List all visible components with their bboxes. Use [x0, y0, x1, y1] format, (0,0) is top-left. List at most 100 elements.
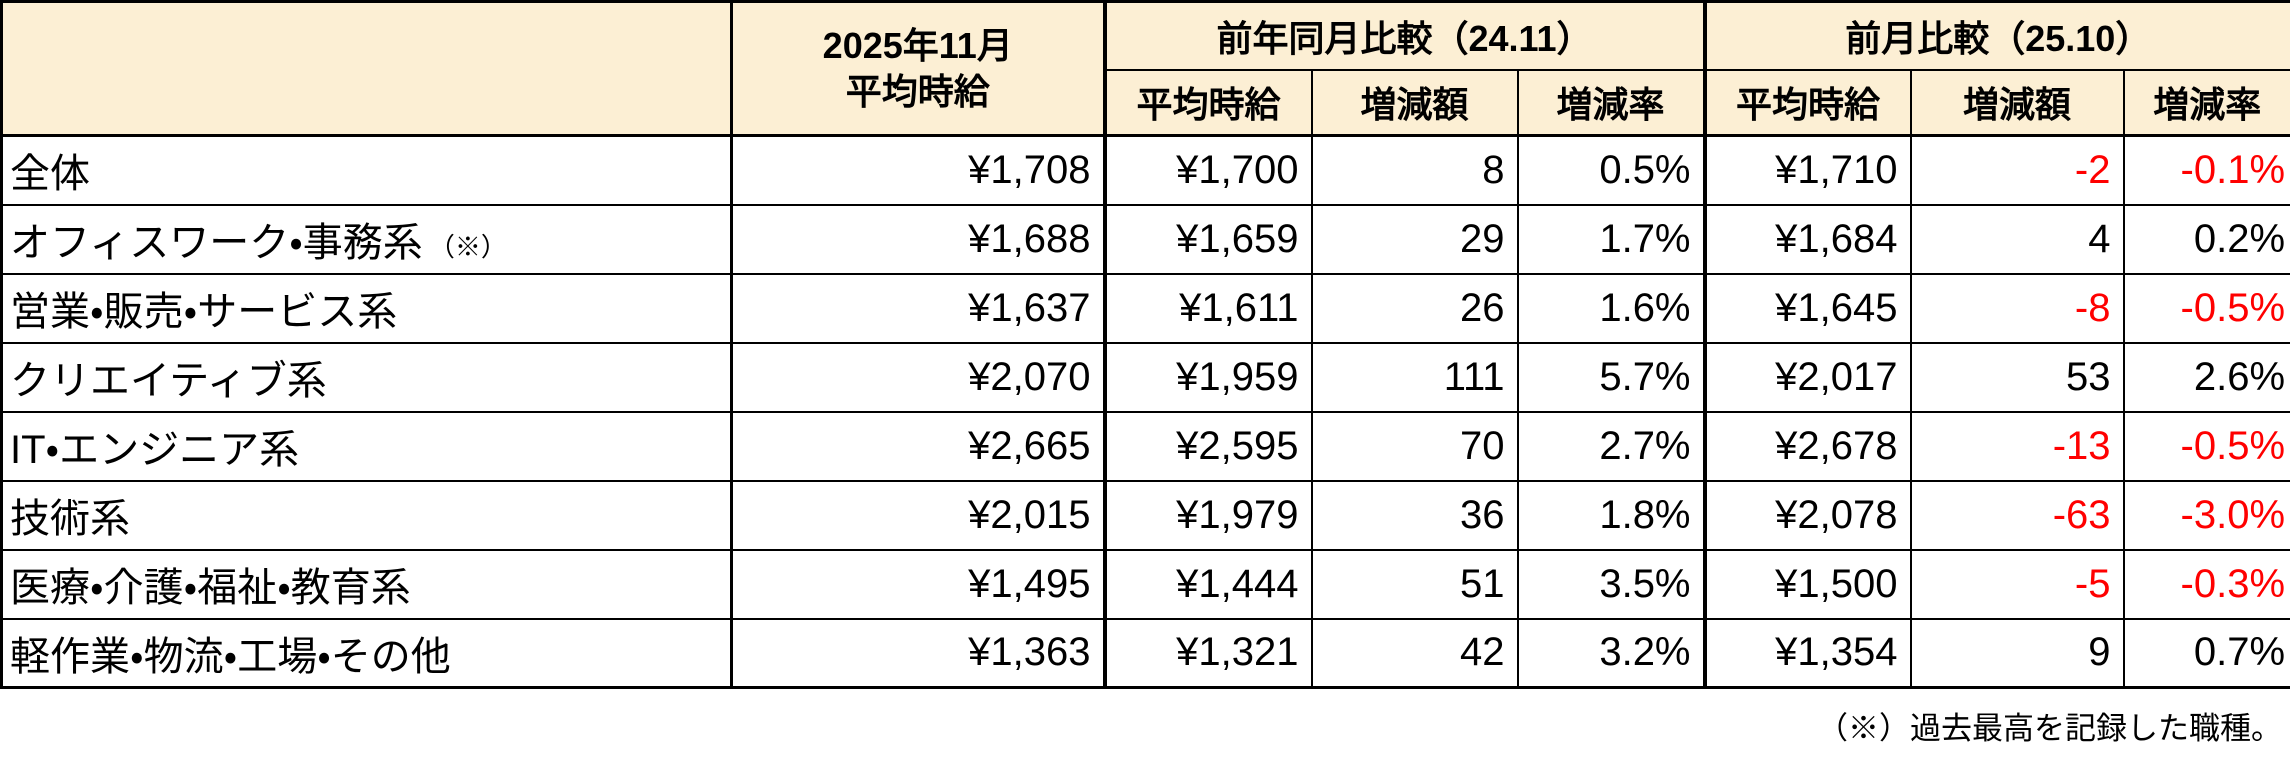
- note-ref: [327, 370, 333, 400]
- row-label-text: クリエイティブ系: [10, 359, 327, 403]
- row-label-text: 営業・販売・サービス系: [10, 290, 398, 334]
- mom-avg-cell: ¥1,354: [1702, 617, 1912, 689]
- row-label-text: 全体: [10, 152, 90, 197]
- mom-avg-cell: ¥1,710: [1702, 134, 1912, 206]
- mom-diff-cell: 9: [1909, 617, 2125, 689]
- yoy-diff-cell: 8: [1310, 134, 1519, 206]
- yoy-diff-cell: 111: [1310, 341, 1519, 413]
- mom-avg-cell: ¥2,017: [1702, 341, 1912, 413]
- yoy-avg-header: 平均時給: [1102, 68, 1313, 137]
- mom-avg-cell: ¥2,078: [1702, 479, 1912, 551]
- current-avg-cell: ¥2,070: [730, 341, 1106, 413]
- row-label: IT・エンジニア系: [0, 410, 733, 482]
- note-ref: （※）: [428, 232, 507, 262]
- row-label-text: オフィスワーク・事務系: [10, 221, 423, 265]
- mom-diff-cell: -63: [1909, 479, 2125, 551]
- current-avg-cell: ¥1,363: [730, 617, 1106, 689]
- yoy-diff-cell: 26: [1310, 272, 1519, 344]
- yoy-rate-cell: 1.8%: [1516, 479, 1706, 551]
- yoy-avg-cell: ¥1,611: [1102, 272, 1313, 344]
- mom-rate-cell: -0.5%: [2122, 272, 2290, 344]
- current-avg-cell: ¥1,637: [730, 272, 1106, 344]
- yoy-rate-header: 増減率: [1516, 68, 1706, 137]
- note-ref: [90, 163, 96, 193]
- mom-diff-cell: -13: [1909, 410, 2125, 482]
- mom-avg-header: 平均時給: [1702, 68, 1912, 137]
- yoy-avg-cell: ¥1,959: [1102, 341, 1313, 413]
- yoy-rate-cell: 2.7%: [1516, 410, 1706, 482]
- table-row-sales: 営業・販売・サービス系 ¥1,637 ¥1,611 26 1.6% ¥1,645…: [0, 272, 2290, 344]
- current-avg-cell: ¥2,015: [730, 479, 1106, 551]
- row-label-text: 軽作業・物流・工場・その他: [10, 634, 451, 679]
- note-ref: [411, 577, 417, 607]
- yoy-diff-header: 増減額: [1310, 68, 1519, 137]
- row-label: オフィスワーク・事務系 （※）: [0, 203, 733, 275]
- yoy-rate-cell: 3.2%: [1516, 617, 1706, 689]
- mom-rate-cell: -3.0%: [2122, 479, 2290, 551]
- row-label: 営業・販売・サービス系: [0, 272, 733, 344]
- mom-rate-cell: 0.7%: [2122, 617, 2290, 689]
- mom-rate-cell: -0.3%: [2122, 548, 2290, 620]
- yoy-diff-cell: 70: [1310, 410, 1519, 482]
- mom-diff-cell: 4: [1909, 203, 2125, 275]
- mom-avg-cell: ¥1,500: [1702, 548, 1912, 620]
- table-row-it-engineer: IT・エンジニア系 ¥2,665 ¥2,595 70 2.7% ¥2,678 -…: [0, 410, 2290, 482]
- yoy-avg-cell: ¥1,444: [1102, 548, 1313, 620]
- note-ref: [397, 301, 403, 331]
- row-label: 全体: [0, 134, 733, 206]
- wage-table: 2025年11月 平均時給 前年同月比較（24.11） 前月比較（25.10） …: [0, 0, 2290, 689]
- row-label-text: 医療・介護・福祉・教育系: [10, 566, 411, 610]
- mom-rate-cell: -0.1%: [2122, 134, 2290, 206]
- mom-diff-header: 増減額: [1909, 68, 2125, 137]
- mom-avg-cell: ¥1,684: [1702, 203, 1912, 275]
- table-row-overall: 全体 ¥1,708 ¥1,700 8 0.5% ¥1,710 -2 -0.1%: [0, 134, 2290, 206]
- row-label: 医療・介護・福祉・教育系: [0, 548, 733, 620]
- mom-group-header: 前月比較（25.10）: [1702, 0, 2290, 71]
- row-label: 技術系: [0, 479, 733, 551]
- table-row-creative: クリエイティブ系 ¥2,070 ¥1,959 111 5.7% ¥2,017 5…: [0, 341, 2290, 413]
- mom-diff-cell: -8: [1909, 272, 2125, 344]
- yoy-avg-cell: ¥1,700: [1102, 134, 1313, 206]
- yoy-rate-cell: 0.5%: [1516, 134, 1706, 206]
- footnote: （※）過去最高を記録した職種。: [1817, 711, 2282, 746]
- yoy-rate-cell: 1.7%: [1516, 203, 1706, 275]
- yoy-avg-cell: ¥2,595: [1102, 410, 1313, 482]
- yoy-diff-cell: 51: [1310, 548, 1519, 620]
- table-row-technical: 技術系 ¥2,015 ¥1,979 36 1.8% ¥2,078 -63 -3.…: [0, 479, 2290, 551]
- row-label: クリエイティブ系: [0, 341, 733, 413]
- mom-diff-cell: -2: [1909, 134, 2125, 206]
- row-label-text: 技術系: [10, 497, 130, 541]
- row-label-text: IT・エンジニア系: [10, 428, 300, 472]
- yoy-avg-cell: ¥1,321: [1102, 617, 1313, 689]
- note-ref: [299, 439, 305, 469]
- yoy-rate-cell: 5.7%: [1516, 341, 1706, 413]
- mom-avg-cell: ¥1,645: [1702, 272, 1912, 344]
- table-row-medical-care: 医療・介護・福祉・教育系 ¥1,495 ¥1,444 51 3.5% ¥1,50…: [0, 548, 2290, 620]
- current-avg-cell: ¥2,665: [730, 410, 1106, 482]
- current-avg-cell: ¥1,708: [730, 134, 1106, 206]
- yoy-rate-cell: 3.5%: [1516, 548, 1706, 620]
- yoy-diff-cell: 36: [1310, 479, 1519, 551]
- table-row-light-work-logistics: 軽作業・物流・工場・その他 ¥1,363 ¥1,321 42 3.2% ¥1,3…: [0, 617, 2290, 689]
- mom-rate-cell: 2.6%: [2122, 341, 2290, 413]
- yoy-rate-cell: 1.6%: [1516, 272, 1706, 344]
- mom-rate-cell: -0.5%: [2122, 410, 2290, 482]
- mom-diff-cell: 53: [1909, 341, 2125, 413]
- mom-rate-header: 増減率: [2122, 68, 2290, 137]
- yoy-group-header: 前年同月比較（24.11）: [1102, 0, 1706, 71]
- category-header-blank: [0, 0, 733, 137]
- yoy-avg-cell: ¥1,659: [1102, 203, 1313, 275]
- yoy-diff-cell: 42: [1310, 617, 1519, 689]
- current-month-header: 2025年11月 平均時給: [730, 0, 1106, 137]
- current-avg-cell: ¥1,688: [730, 203, 1106, 275]
- note-ref: [451, 646, 457, 676]
- yoy-diff-cell: 29: [1310, 203, 1519, 275]
- mom-rate-cell: 0.2%: [2122, 203, 2290, 275]
- table-row-office: オフィスワーク・事務系 （※） ¥1,688 ¥1,659 29 1.7% ¥1,…: [0, 203, 2290, 275]
- row-label: 軽作業・物流・工場・その他: [0, 617, 733, 689]
- yoy-avg-cell: ¥1,979: [1102, 479, 1313, 551]
- current-avg-cell: ¥1,495: [730, 548, 1106, 620]
- note-ref: [130, 508, 136, 538]
- mom-diff-cell: -5: [1909, 548, 2125, 620]
- mom-avg-cell: ¥2,678: [1702, 410, 1912, 482]
